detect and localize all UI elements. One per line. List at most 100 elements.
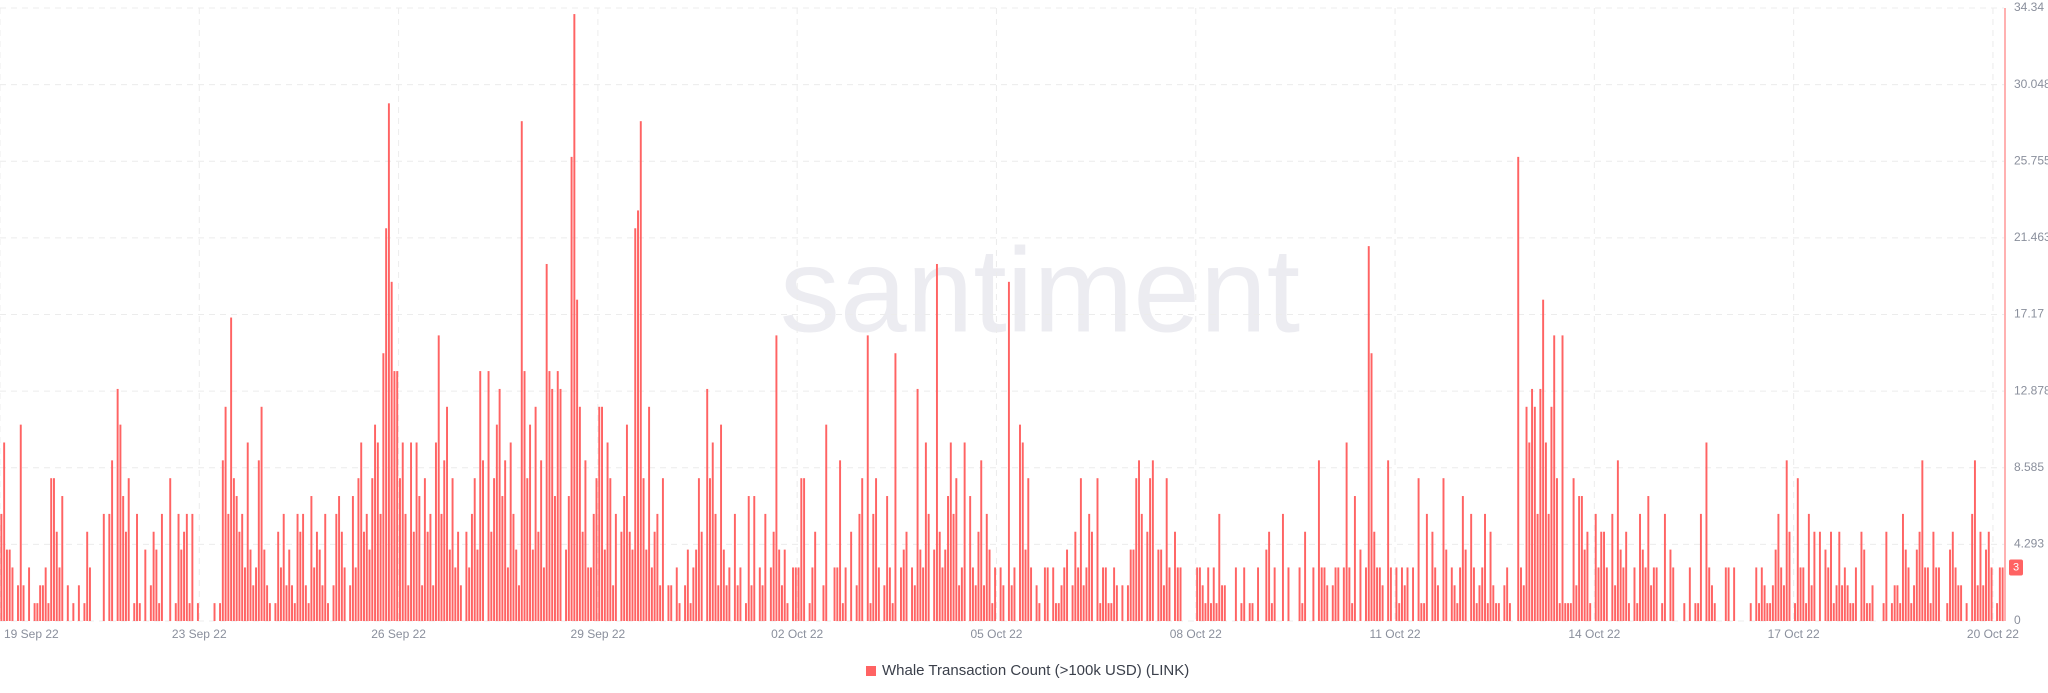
bar — [53, 478, 55, 621]
bar — [1099, 603, 1102, 621]
bar — [1085, 567, 1088, 621]
bar — [1337, 567, 1340, 621]
bar — [540, 460, 543, 621]
bar — [1763, 585, 1766, 621]
value-badge — [2009, 559, 2023, 576]
bar — [1071, 585, 1074, 621]
bar — [1525, 406, 1528, 621]
bar — [1813, 531, 1816, 621]
bar — [1115, 585, 1118, 621]
x-tick-label: 19 Sep 22 — [4, 627, 59, 641]
bar — [1013, 567, 1016, 621]
bar — [1924, 567, 1927, 621]
bar — [1212, 567, 1215, 621]
bar — [1107, 603, 1110, 621]
bar — [396, 371, 399, 621]
bar — [1331, 585, 1334, 621]
bar — [736, 585, 739, 621]
bar — [894, 353, 897, 621]
y-tick-label: 8.585 — [2014, 460, 2044, 474]
bar — [952, 513, 955, 621]
bar — [1146, 531, 1149, 621]
bar — [891, 603, 894, 621]
bar — [565, 549, 568, 621]
bar — [551, 388, 554, 621]
bar — [625, 424, 628, 621]
bar — [1849, 603, 1852, 621]
bar — [1019, 424, 1021, 621]
bar — [235, 496, 238, 621]
bar — [1749, 603, 1752, 621]
bar — [1113, 567, 1116, 621]
bar — [238, 531, 241, 621]
bar — [628, 531, 631, 621]
bar — [1431, 531, 1434, 621]
bar — [1151, 460, 1154, 621]
bar — [1882, 603, 1885, 621]
bar — [1074, 531, 1077, 621]
bar — [1401, 567, 1403, 621]
bar — [365, 513, 368, 621]
bar — [573, 14, 576, 621]
bar — [1697, 603, 1700, 621]
bar — [1871, 585, 1874, 621]
bar — [1694, 603, 1697, 621]
bar — [473, 478, 476, 621]
bar — [584, 460, 587, 621]
bar — [376, 442, 379, 621]
bar — [1564, 603, 1567, 621]
bar — [1910, 603, 1913, 621]
bar — [1342, 567, 1345, 621]
bar — [1866, 603, 1868, 621]
bar — [1528, 442, 1531, 621]
bar — [578, 406, 581, 621]
bar — [1794, 603, 1796, 621]
bar — [1766, 603, 1769, 621]
legend-label: Whale Transaction Count (>100k USD) (LIN… — [882, 662, 1189, 679]
bar — [556, 371, 559, 621]
bar — [1251, 603, 1254, 621]
bar — [1304, 531, 1307, 621]
bar — [924, 442, 927, 621]
bar — [714, 513, 717, 621]
bar — [285, 585, 288, 621]
bar — [526, 478, 529, 621]
bar — [1724, 567, 1727, 621]
bar — [675, 567, 678, 621]
bar — [185, 513, 188, 621]
bar — [1395, 567, 1398, 621]
bar — [124, 531, 127, 621]
bar — [86, 531, 89, 621]
bar — [1334, 567, 1337, 621]
bar — [493, 478, 496, 621]
bar — [188, 603, 191, 621]
x-tick-label: 08 Oct 22 — [1170, 627, 1222, 641]
bar — [434, 442, 437, 621]
bar — [468, 567, 471, 621]
bar — [725, 585, 728, 621]
watermark: santiment — [780, 224, 1300, 358]
bar — [1464, 549, 1467, 621]
bar — [634, 228, 637, 621]
bar — [1104, 567, 1107, 621]
bar — [116, 388, 119, 621]
bar — [1522, 585, 1525, 621]
bar — [1760, 567, 1763, 621]
bar — [576, 299, 579, 621]
bar — [1090, 531, 1093, 621]
x-tick-label: 05 Oct 22 — [970, 627, 1022, 641]
bar — [421, 585, 424, 621]
bar — [1520, 567, 1522, 621]
bar — [1503, 585, 1506, 621]
bar — [1932, 531, 1935, 621]
bar — [844, 567, 847, 621]
bar — [1547, 513, 1550, 621]
bar — [1652, 567, 1655, 621]
bar — [1077, 567, 1080, 621]
bar — [426, 531, 429, 621]
bar — [772, 531, 775, 621]
bar — [1832, 603, 1835, 621]
bar — [1885, 531, 1888, 621]
bar — [764, 513, 767, 621]
bar — [227, 513, 230, 621]
